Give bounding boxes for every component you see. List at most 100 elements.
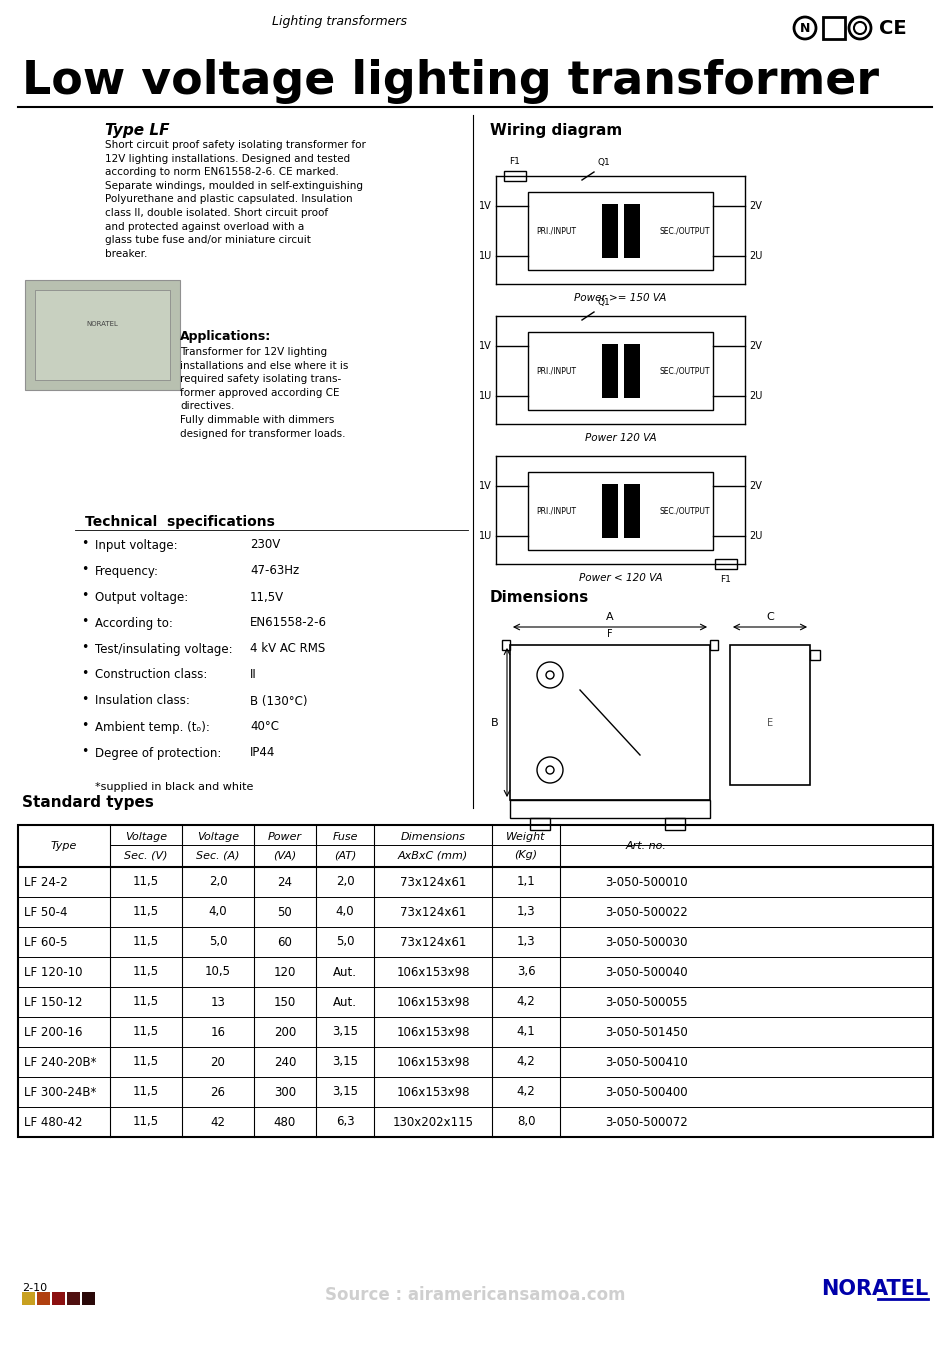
Text: Power 120 VA: Power 120 VA [584,433,656,443]
Text: 120: 120 [274,966,296,979]
Text: 2V: 2V [749,200,762,211]
Text: 11,5: 11,5 [133,1085,159,1099]
Bar [665,818,685,830]
Text: 130x202x115: 130x202x115 [392,1115,473,1128]
Text: Type: Type [50,841,77,851]
Text: F: F [607,629,613,639]
Text: Standard types: Standard types [22,795,154,810]
Text: 4,1: 4,1 [517,1025,536,1038]
Bar [25,280,180,390]
Text: Aut.: Aut. [333,966,357,979]
Text: 24: 24 [277,876,293,889]
Text: Wiring diagram: Wiring diagram [490,122,622,139]
Text: 2,0: 2,0 [335,876,354,889]
Bar [530,818,550,830]
Text: 1U: 1U [479,252,492,261]
Text: 106x153x98: 106x153x98 [396,1056,469,1068]
Text: 16: 16 [211,1025,225,1038]
Text: LF 200-16: LF 200-16 [24,1025,83,1038]
Text: 11,5: 11,5 [133,936,159,948]
Text: 6,3: 6,3 [335,1115,354,1128]
Text: 11,5V: 11,5V [250,590,284,604]
Text: LF 150-12: LF 150-12 [24,995,83,1009]
Text: •: • [81,537,88,550]
Text: Lighting transformers: Lighting transformers [273,16,408,28]
Text: 1V: 1V [479,482,492,491]
Text: 480: 480 [274,1115,296,1128]
Text: PRI./INPUT: PRI./INPUT [536,226,576,235]
Text: (AT): (AT) [333,850,356,859]
Text: N: N [800,22,810,35]
Text: 3-050-500010: 3-050-500010 [605,876,688,889]
Text: 2V: 2V [749,342,762,351]
Text: Output voltage:: Output voltage: [95,590,188,604]
Text: 3-050-500040: 3-050-500040 [605,966,688,979]
Text: Technical  specifications: Technical specifications [85,515,275,529]
Text: Frequency:: Frequency: [95,565,159,577]
Text: 2V: 2V [749,482,762,491]
Bar [623,484,639,538]
Text: 5,0: 5,0 [335,936,354,948]
Bar [623,344,639,398]
Text: LF 300-24B*: LF 300-24B* [24,1085,96,1099]
Text: •: • [81,562,88,576]
Text: 73x124x61: 73x124x61 [400,936,466,948]
Bar [528,192,713,270]
Bar [601,344,618,398]
Text: 230V: 230V [250,538,280,551]
Bar [528,472,713,550]
Text: 4,2: 4,2 [517,995,536,1009]
Text: •: • [81,745,88,757]
Text: 47-63Hz: 47-63Hz [250,565,299,577]
Text: 3,15: 3,15 [332,1085,358,1099]
Text: 5,0: 5,0 [209,936,227,948]
Text: 106x153x98: 106x153x98 [396,995,469,1009]
Text: 3-050-500030: 3-050-500030 [605,936,688,948]
Text: LF 50-4: LF 50-4 [24,905,67,919]
Text: Test/insulating voltage:: Test/insulating voltage: [95,643,233,655]
Text: •: • [81,667,88,679]
Bar [37,1293,50,1305]
Text: 240: 240 [274,1056,296,1068]
Text: •: • [81,693,88,706]
Text: 2U: 2U [749,531,762,541]
Bar [715,560,737,569]
Bar [730,646,810,785]
Text: 42: 42 [211,1115,225,1128]
Bar [528,332,713,410]
Text: Q1: Q1 [598,157,610,167]
Text: PRI./INPUT: PRI./INPUT [536,366,576,375]
Bar [504,171,526,182]
Text: 106x153x98: 106x153x98 [396,1025,469,1038]
Text: 50: 50 [277,905,293,919]
Text: 4,0: 4,0 [335,905,354,919]
Text: 106x153x98: 106x153x98 [396,966,469,979]
Text: 11,5: 11,5 [133,995,159,1009]
Text: Dimensions: Dimensions [490,590,589,605]
Bar [510,800,710,818]
Text: NORATEL: NORATEL [821,1279,928,1299]
Text: Sec. (A): Sec. (A) [197,850,239,859]
Text: 10,5: 10,5 [205,966,231,979]
Bar [823,17,845,39]
Text: Dimensions: Dimensions [401,833,466,842]
Text: *supplied in black and white: *supplied in black and white [95,781,254,792]
Text: •: • [81,589,88,601]
Text: Degree of protection:: Degree of protection: [95,746,221,760]
Text: 11,5: 11,5 [133,1056,159,1068]
Text: 106x153x98: 106x153x98 [396,1085,469,1099]
Text: 60: 60 [277,936,293,948]
Text: 73x124x61: 73x124x61 [400,905,466,919]
Text: Type LF: Type LF [105,122,169,139]
Text: According to:: According to: [95,616,173,629]
Text: LF 120-10: LF 120-10 [24,966,83,979]
Text: E: E [767,717,773,728]
Text: 11,5: 11,5 [133,966,159,979]
Bar [502,640,510,650]
Text: Art. no.: Art. no. [626,841,667,851]
Text: 40°C: 40°C [250,721,279,733]
Text: 3-050-500400: 3-050-500400 [605,1085,688,1099]
Text: 13: 13 [211,995,225,1009]
Text: 1,1: 1,1 [517,876,536,889]
Text: 2-10: 2-10 [22,1283,48,1293]
